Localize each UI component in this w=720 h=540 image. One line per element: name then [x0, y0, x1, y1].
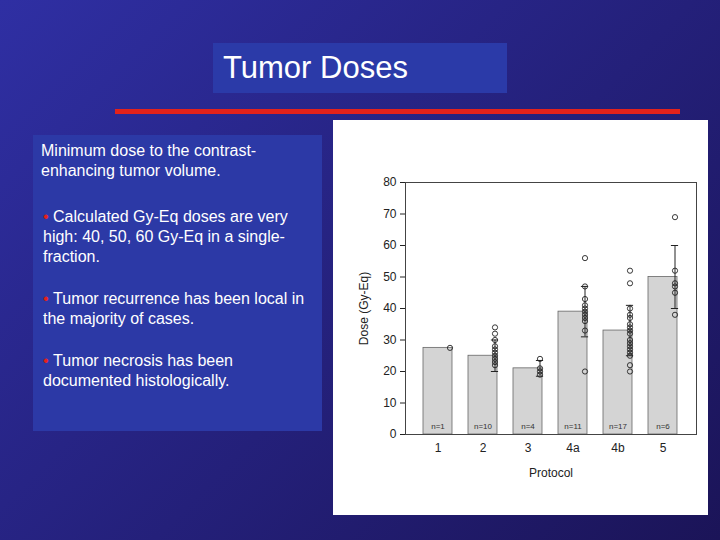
svg-text:80: 80 [383, 175, 397, 189]
svg-text:4b: 4b [611, 441, 625, 455]
html-text:Tumor recurrence has been loca: Tumor recurrence has been local in the m… [43, 290, 305, 327]
svg-text:60: 60 [383, 238, 397, 252]
svg-text:n=11: n=11 [564, 422, 582, 431]
svg-text:0: 0 [390, 427, 397, 441]
svg-text:n=1: n=1 [431, 422, 445, 431]
svg-text:3: 3 [525, 441, 532, 455]
svg-text:30: 30 [383, 333, 397, 347]
html-text:Calculated Gy-Eq doses are ver: Calculated Gy-Eq doses are very high: 40… [43, 208, 288, 265]
html-text:Tumor Doses: Tumor Doses [223, 50, 408, 85]
html-text:Tumor necrosis has been docume: Tumor necrosis has been documented histo… [43, 352, 233, 389]
svg-text:n=4: n=4 [521, 422, 535, 431]
svg-text:70: 70 [383, 207, 397, 221]
svg-text:Protocol: Protocol [529, 466, 573, 480]
svg-text:20: 20 [383, 364, 397, 378]
svg-text:4a: 4a [566, 441, 580, 455]
svg-text:n=6: n=6 [656, 422, 670, 431]
html-text:Minimum dose to the contrast-e: Minimum dose to the contrast-enhancing t… [41, 142, 257, 179]
svg-text:n=17: n=17 [609, 422, 628, 431]
svg-text:10: 10 [383, 396, 397, 410]
svg-text:50: 50 [383, 270, 397, 284]
svg-text:1: 1 [435, 441, 442, 455]
svg-text:5: 5 [660, 441, 667, 455]
svg-text:40: 40 [383, 301, 397, 315]
svg-text:n=10: n=10 [474, 422, 493, 431]
svg-text:2: 2 [480, 441, 487, 455]
svg-text:Dose (Gy-Eq): Dose (Gy-Eq) [357, 272, 371, 345]
